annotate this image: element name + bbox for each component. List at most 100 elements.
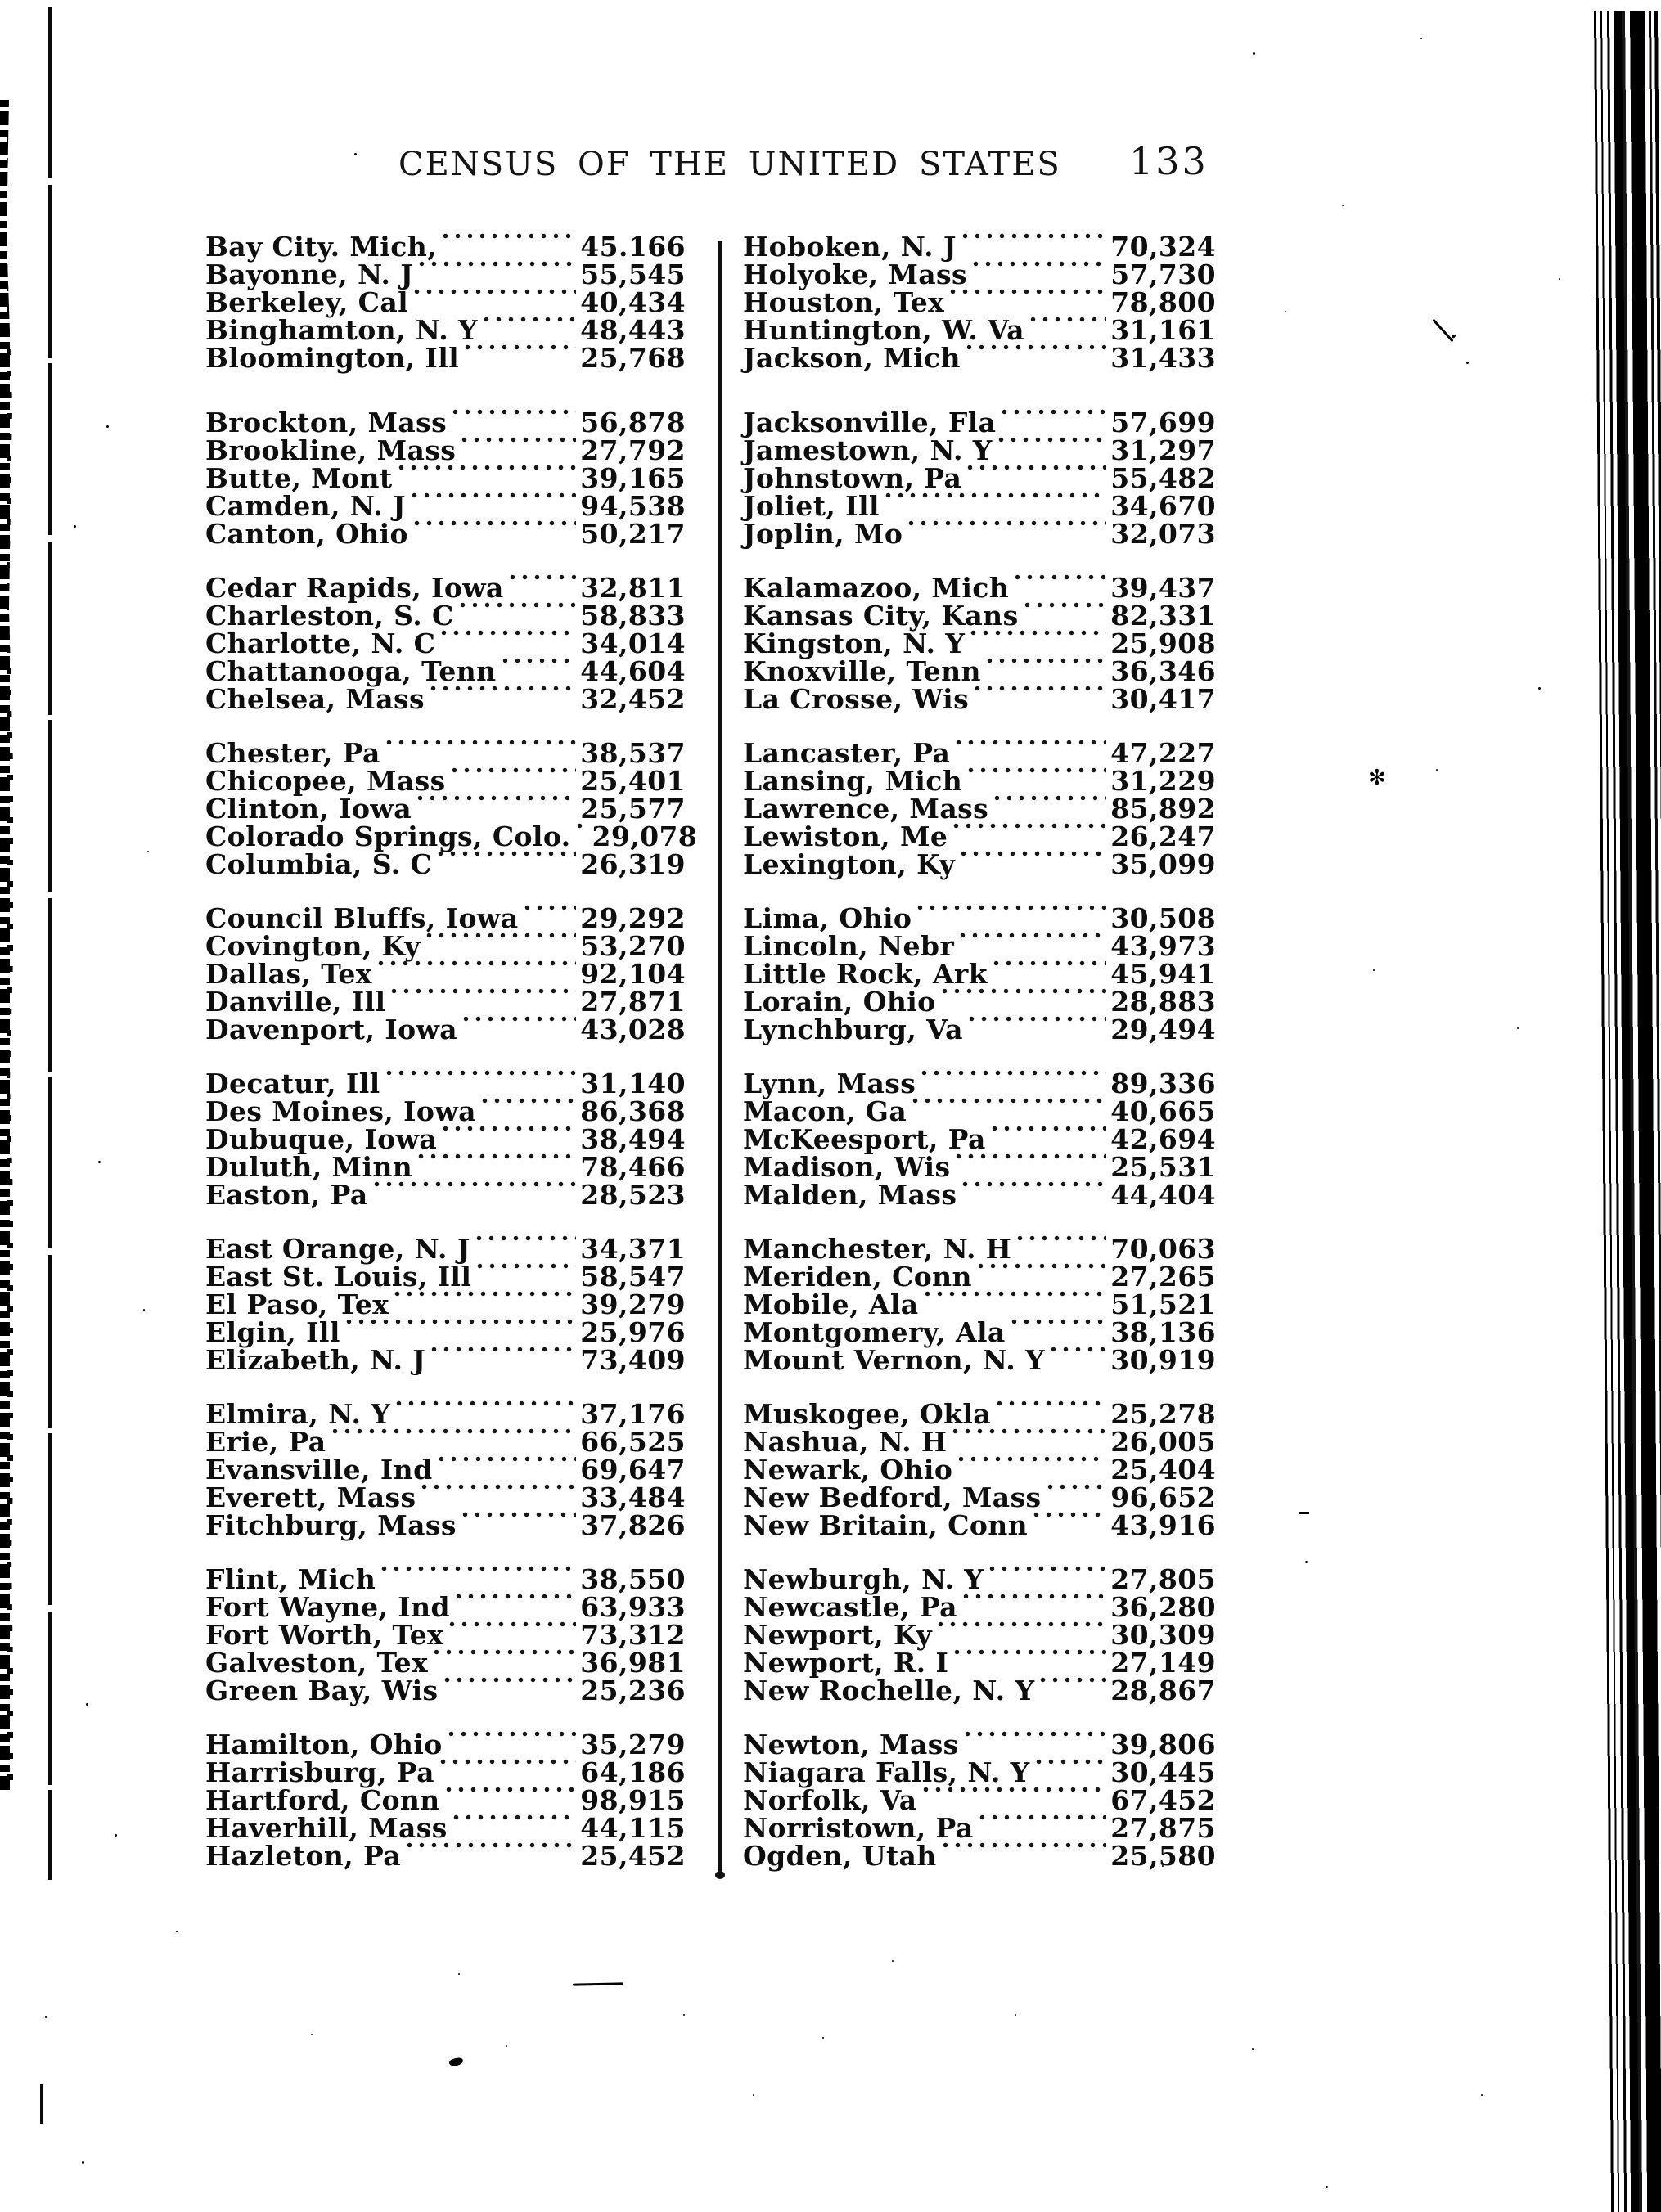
scan-speck-artifact xyxy=(45,2016,47,2018)
census-row: Harrisburg, Pa 64,186 xyxy=(205,1759,686,1787)
city-name: Newport, Ky xyxy=(743,1619,933,1651)
dot-leader xyxy=(950,823,1107,851)
census-row: Kalamazoo, Mich 39,437 xyxy=(743,574,1216,602)
left-margin-line-artifact xyxy=(48,7,52,1880)
city-name: Hamilton, Ohio xyxy=(205,1729,443,1760)
dot-leader xyxy=(957,933,1107,960)
census-row: Meriden, Conn 27,265 xyxy=(743,1263,1216,1291)
population-value: 43,028 xyxy=(580,1014,686,1045)
city-name: Columbia, S. C xyxy=(205,848,433,880)
city-block: Brockton, Mass 56,878 Brookline, Mass 27,79… xyxy=(205,409,686,548)
city-block: Flint, Mich 38,550 Fort Wayne, Ind 63,933 Fo… xyxy=(205,1566,686,1705)
city-name: McKeesport, Pa xyxy=(743,1123,986,1155)
census-row: Council Bluffs, Iowa 29,292 xyxy=(205,905,686,933)
city-block: Hamilton, Ohio 35,279 Harrisburg, Pa 64,186… xyxy=(205,1731,686,1870)
population-value: 45,941 xyxy=(1110,958,1216,990)
population-value: 58,547 xyxy=(580,1261,686,1293)
city-name: Lewiston, Me xyxy=(743,821,948,852)
right-column: Hoboken, N. J 70,324 Holyoke, Mass 57,730 Ho… xyxy=(743,233,1216,1896)
population-value: 34,670 xyxy=(1110,490,1216,522)
population-value: 30,919 xyxy=(1110,1344,1216,1376)
scan-speck-artifact xyxy=(1342,205,1344,206)
census-row: Brookline, Mass 27,792 xyxy=(205,437,686,465)
scan-speck-artifact xyxy=(115,1834,117,1837)
city-name: Mount Vernon, N. Y xyxy=(743,1344,1045,1376)
population-value: 39,806 xyxy=(1110,1729,1216,1760)
dot-leader xyxy=(461,344,577,372)
dot-leader xyxy=(994,437,1107,465)
census-row: Camden, N. J 94,538 xyxy=(205,492,686,520)
scan-speck-artifact xyxy=(98,1161,101,1163)
city-name: East St. Louis, Ill xyxy=(205,1261,472,1293)
diagonal-pen-mark-artifact xyxy=(1432,318,1454,343)
census-row: Newark, Ohio 25,404 xyxy=(743,1456,1216,1484)
population-value: 31,433 xyxy=(1110,342,1216,374)
population-value: 25,278 xyxy=(1110,1398,1216,1430)
census-row: Newport, Ky 30,309 xyxy=(743,1621,1216,1649)
city-name: Harrisburg, Pa xyxy=(205,1756,434,1788)
census-row: Niagara Falls, N. Y 30,445 xyxy=(743,1759,1216,1787)
population-value: 34,371 xyxy=(580,1233,686,1265)
population-value: 70,063 xyxy=(1110,1233,1216,1265)
population-value: 44,115 xyxy=(580,1812,686,1844)
population-value: 31,297 xyxy=(1110,434,1216,466)
population-value: 39,165 xyxy=(580,462,686,494)
census-row: Newcastle, Pa 36,280 xyxy=(743,1594,1216,1621)
city-name: Elizabeth, N. J xyxy=(205,1344,426,1376)
population-value: 31,140 xyxy=(580,1068,686,1099)
population-value: 25,452 xyxy=(580,1840,686,1872)
population-value: 64,186 xyxy=(580,1756,686,1788)
city-block: Newton, Mass 39,806 Niagara Falls, N. Y 30,… xyxy=(743,1731,1216,1870)
scan-speck-artifact xyxy=(354,153,357,155)
census-row: Fort Worth, Tex 73,312 xyxy=(205,1621,686,1649)
dot-leader xyxy=(947,289,1107,317)
census-row: Lancaster, Pa 47,227 xyxy=(743,740,1216,767)
city-name: Lexington, Ky xyxy=(743,848,956,880)
city-name: Knoxville, Tenn xyxy=(743,655,981,687)
dot-leader xyxy=(440,1677,577,1705)
census-row: Bloomington, Ill 25,768 xyxy=(205,344,686,372)
city-name: Canton, Ohio xyxy=(205,518,408,550)
population-value: 73,312 xyxy=(580,1619,686,1651)
dot-leader xyxy=(460,1016,577,1044)
population-value: 45.166 xyxy=(580,231,686,263)
city-name: Lincoln, Nebr xyxy=(743,930,955,962)
census-row: Berkeley, Cal 40,434 xyxy=(205,289,686,317)
city-name: Green Bay, Wis xyxy=(205,1675,439,1706)
population-value: 30,445 xyxy=(1110,1756,1216,1788)
census-row: Lewiston, Me 26,247 xyxy=(743,823,1216,851)
city-name: Madison, Wis xyxy=(743,1151,951,1183)
city-name: Lansing, Mich xyxy=(743,765,963,797)
dot-leader xyxy=(444,1731,577,1759)
dot-leader xyxy=(971,686,1107,713)
population-value: 25,401 xyxy=(580,765,686,797)
population-value: 37,176 xyxy=(580,1398,686,1430)
census-row: Charleston, S. C 58,833 xyxy=(205,602,686,630)
population-value: 28,883 xyxy=(1110,986,1216,1018)
dot-leader xyxy=(388,988,577,1016)
dot-leader xyxy=(919,1787,1107,1814)
population-value: 31,229 xyxy=(1110,765,1216,797)
dot-leader xyxy=(436,1759,577,1787)
city-name: East Orange, N. J xyxy=(205,1233,470,1265)
dot-leader xyxy=(427,686,577,713)
census-row: Danville, Ill 27,871 xyxy=(205,988,686,1016)
city-name: New Britain, Conn xyxy=(743,1509,1029,1541)
dot-leader xyxy=(952,1153,1107,1181)
city-name: New Rochelle, N. Y xyxy=(743,1675,1035,1706)
census-row: Newton, Mass 39,806 xyxy=(743,1731,1216,1759)
page-number: 133 xyxy=(1129,139,1209,183)
city-name: Niagara Falls, N. Y xyxy=(743,1756,1030,1788)
census-row: Colorado Springs, Colo. 29,078 xyxy=(205,823,697,851)
dot-leader xyxy=(993,1400,1107,1428)
dot-leader xyxy=(1030,1512,1107,1540)
population-value: 56,878 xyxy=(580,407,686,438)
census-row: New Rochelle, N. Y 28,867 xyxy=(743,1677,1216,1705)
dot-leader xyxy=(951,1649,1107,1677)
census-row: Lynn, Mass 89,336 xyxy=(743,1070,1216,1098)
dot-leader xyxy=(949,1428,1107,1456)
dot-leader xyxy=(434,1456,577,1484)
city-name: Dallas, Tex xyxy=(205,958,372,990)
census-row: Brockton, Mass 56,878 xyxy=(205,409,686,437)
